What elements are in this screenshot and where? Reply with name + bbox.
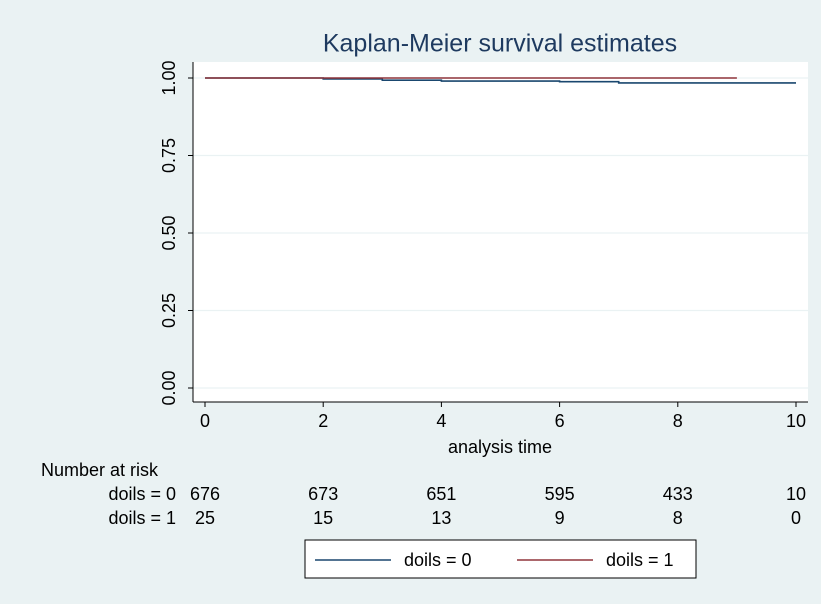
- x-tick-label: 6: [555, 411, 565, 431]
- y-tick-label: 1.00: [159, 60, 179, 95]
- legend-box: [304, 539, 697, 579]
- y-tick-label: 0.00: [159, 370, 179, 405]
- risk-count: 13: [431, 508, 451, 528]
- risk-count: 15: [313, 508, 333, 528]
- x-axis-label: analysis time: [448, 437, 552, 457]
- x-tick-label: 2: [318, 411, 328, 431]
- risk-count: 595: [545, 484, 575, 504]
- risk-count: 0: [791, 508, 801, 528]
- y-tick-label: 0.25: [159, 293, 179, 328]
- y-tick-label: 0.50: [159, 215, 179, 250]
- x-tick-label: 8: [673, 411, 683, 431]
- risk-count: 10: [786, 484, 806, 504]
- plot-area: [193, 62, 808, 402]
- risk-count: 9: [555, 508, 565, 528]
- risk-count: 25: [195, 508, 215, 528]
- legend-label: doils = 1: [606, 550, 674, 570]
- legend-label: doils = 0: [404, 550, 472, 570]
- x-tick-label: 0: [200, 411, 210, 431]
- risk-row-label: doils = 0: [108, 484, 176, 504]
- risk-row-label: doils = 1: [108, 508, 176, 528]
- x-tick-label: 10: [786, 411, 806, 431]
- risk-count: 651: [426, 484, 456, 504]
- risk-count: 433: [663, 484, 693, 504]
- risk-count: 673: [308, 484, 338, 504]
- risk-table-title: Number at risk: [41, 460, 159, 480]
- risk-count: 676: [190, 484, 220, 504]
- y-tick-label: 0.75: [159, 138, 179, 173]
- chart-title: Kaplan-Meier survival estimates: [323, 30, 677, 58]
- x-tick-label: 4: [436, 411, 446, 431]
- risk-count: 8: [673, 508, 683, 528]
